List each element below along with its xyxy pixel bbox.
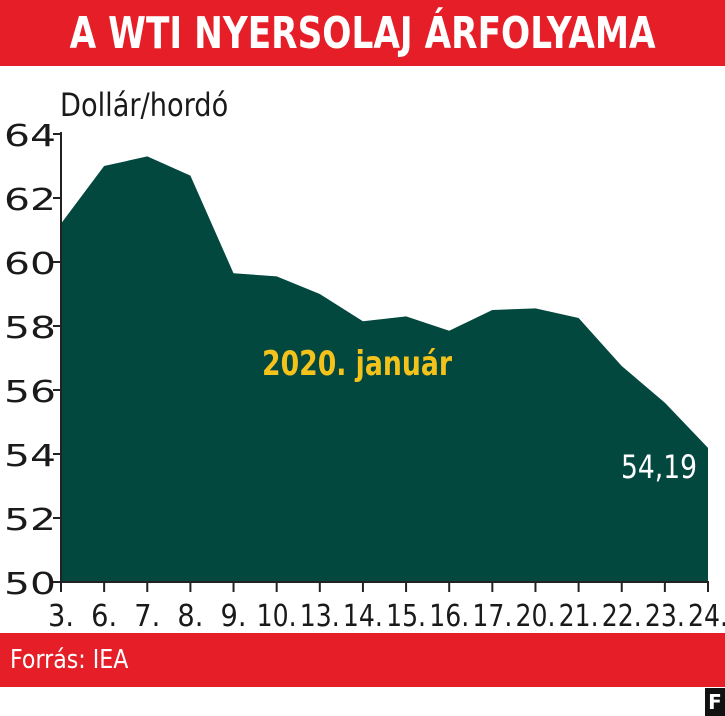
last-value-label: 54,19 [621, 448, 697, 486]
x-tick-label: 23. [645, 599, 685, 633]
y-tick-label: 58 [4, 311, 56, 346]
y-tick-label: 50 [4, 567, 56, 602]
x-tick-label: 15. [386, 599, 426, 633]
chart-title: A WTI NYERSOLAJ ÁRFOLYAMA [69, 7, 656, 59]
x-tick-label: 17. [472, 599, 512, 633]
x-tick-label: 22. [602, 599, 642, 633]
y-axis-unit-text: Dollár/hordó [60, 86, 229, 124]
y-tick-label: 60 [4, 247, 56, 282]
brand-logo: F [705, 688, 725, 716]
x-tick-label: 9. [221, 599, 247, 633]
x-tick-label: 13. [300, 599, 340, 633]
chart-title-bar: A WTI NYERSOLAJ ÁRFOLYAMA [0, 0, 725, 66]
x-tick-label: 10. [257, 599, 297, 633]
area-chart: 50 52 54 56 58 60 62 64 3. 6. 7. 8. 9. 10. 13. 14. 15. 16… [4, 119, 725, 633]
y-tick-label: 62 [4, 183, 56, 218]
x-tick-label: 3. [48, 599, 74, 633]
x-tick-label: 24. [688, 599, 725, 633]
period-annotation: 2020. január [262, 344, 452, 384]
source-text: Forrás: IEA [10, 645, 129, 675]
x-tick-label: 14. [343, 599, 383, 633]
area-series [61, 156, 708, 582]
y-tick-label: 56 [4, 375, 56, 410]
y-tick-label: 52 [4, 503, 56, 538]
y-tick-label: 54 [4, 439, 56, 474]
x-tick-label: 6. [91, 599, 117, 633]
x-tick-label: 16. [429, 599, 469, 633]
source-bar: Forrás: IEA [0, 633, 725, 687]
x-tick-label: 7. [134, 599, 160, 633]
y-axis-unit-label: Dollár/hordó [60, 86, 258, 124]
y-tick-label: 64 [4, 119, 56, 154]
x-tick-label: 20. [515, 599, 555, 633]
x-tick-label: 21. [559, 599, 599, 633]
x-tick-label: 8. [177, 599, 203, 633]
